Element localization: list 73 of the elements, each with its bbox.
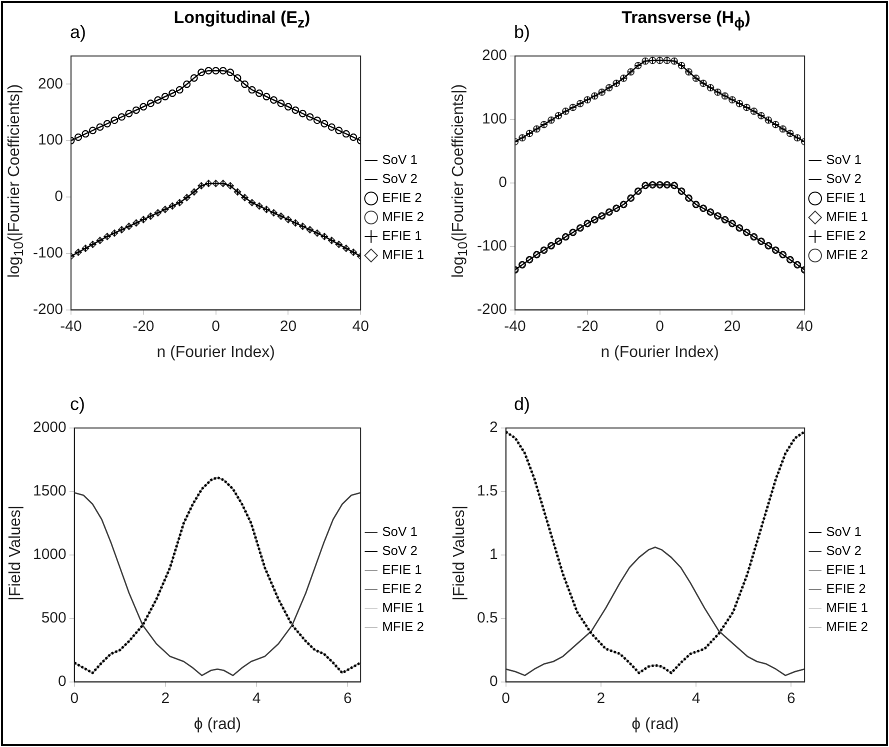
legend-label: MFIE 2: [826, 619, 868, 634]
y-tick-label: 100: [38, 132, 64, 149]
x-axis-title: ϕ (rad): [632, 716, 679, 733]
y-tick-label: 0: [54, 188, 64, 206]
y-tick-label: 1: [490, 546, 498, 564]
text: c): [70, 394, 85, 415]
text: b): [514, 22, 530, 43]
x-tick-label: 20: [280, 318, 297, 335]
legend-label: EFIE 1: [826, 562, 866, 578]
y-tick-label: -200: [32, 300, 64, 318]
y-tick-label: -100: [476, 237, 508, 254]
legend-label: SoV 2: [382, 543, 418, 558]
y-tick-label: 100: [482, 110, 508, 128]
legend-label: EFIE 1: [382, 562, 422, 578]
x-tick-label: 2: [161, 690, 170, 707]
y-tick-label: 0: [490, 672, 498, 690]
legend-label: MFIE 2: [382, 619, 424, 634]
legend-label: SoV 2: [826, 171, 862, 186]
legend-label: EFIE 1: [826, 190, 866, 206]
legend-label: EFIE 2: [826, 581, 866, 596]
x-tick-label: 0: [656, 318, 664, 335]
y-tick-label: -100: [32, 244, 64, 262]
legend-label: SoV 1: [826, 524, 862, 540]
legend-label: MFIE 1: [382, 247, 424, 262]
legend-label: MFIE 1: [826, 600, 868, 616]
legend-label: EFIE 1: [382, 228, 422, 244]
y-tick-label: 0: [498, 174, 508, 192]
y-tick-label: 1500: [32, 482, 66, 500]
x-tick-label: -40: [60, 318, 82, 335]
x-axis-title: n (Fourier Index): [600, 344, 719, 361]
legend-label: SoV 2: [382, 171, 418, 186]
x-tick-label: 4: [692, 690, 700, 707]
x-tick-label: 20: [724, 318, 741, 335]
legend-label: EFIE 2: [382, 190, 422, 206]
x-tick-label: 6: [786, 690, 796, 707]
y-tick-label: 200: [38, 75, 64, 92]
legend-label: MFIE 2: [826, 247, 868, 262]
text: a): [70, 22, 86, 43]
y-tick-label: 1.5: [476, 482, 498, 500]
x-tick-label: -40: [504, 318, 526, 335]
y-tick-label: 2: [490, 419, 498, 436]
x-tick-label: 40: [352, 318, 369, 335]
x-tick-label: -20: [132, 318, 154, 335]
y-tick-label: -200: [476, 300, 508, 318]
legend-label: EFIE 2: [826, 228, 866, 244]
x-tick-label: 2: [596, 690, 606, 707]
y-tick-label: 1000: [32, 546, 66, 564]
chart-title: Longitudinal (E$_{z}$): [174, 8, 310, 32]
x-axis-title: ϕ (rad): [194, 716, 242, 733]
x-tick-label: -20: [576, 318, 598, 335]
y-axis-title: |Field Values|: [451, 505, 469, 601]
x-tick-label: 6: [344, 690, 352, 707]
legend-label: SoV 1: [826, 152, 862, 168]
y-tick-label: 0.5: [476, 609, 498, 626]
text: d): [514, 394, 530, 415]
chart-title: Transverse (H$_{ϕ}$): [622, 8, 750, 32]
y-tick-label: 0: [58, 672, 66, 690]
legend-label: MFIE 2: [382, 209, 424, 224]
y-tick-label: 500: [41, 609, 66, 626]
x-tick-label: 0: [70, 690, 79, 707]
y-axis-title: |Field Values|: [7, 505, 25, 601]
y-tick-label: 2000: [32, 419, 66, 436]
legend-label: SoV 1: [382, 152, 418, 168]
x-axis-title: n (Fourier Index): [156, 344, 275, 361]
legend-label: EFIE 2: [382, 581, 422, 596]
legend-label: MFIE 1: [382, 600, 424, 616]
y-tick-label: 200: [482, 47, 508, 64]
x-tick-label: 4: [252, 690, 261, 707]
legend-label: SoV 2: [826, 543, 862, 558]
x-tick-label: 0: [212, 318, 220, 335]
legend-label: MFIE 1: [826, 209, 868, 224]
legend-label: SoV 1: [382, 524, 418, 540]
x-tick-label: 40: [796, 318, 813, 335]
